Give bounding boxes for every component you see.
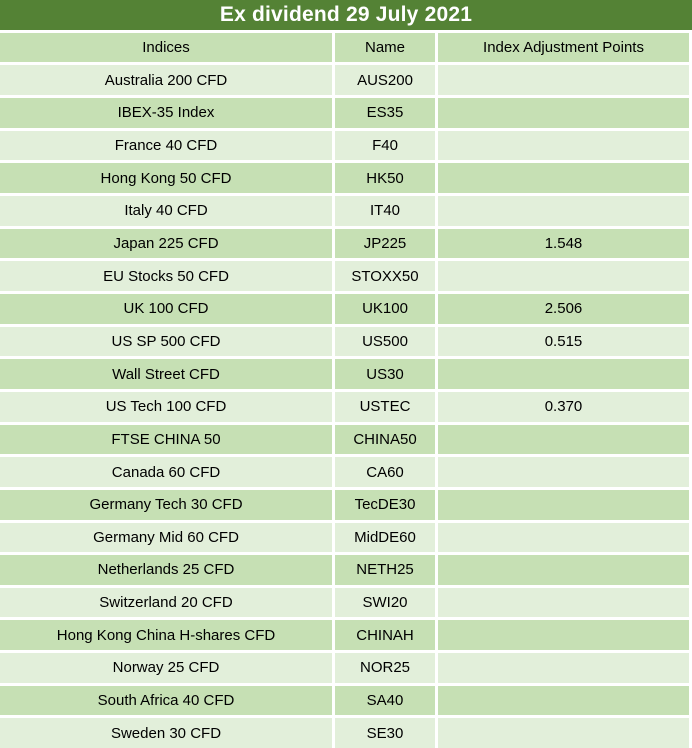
cell-adjustment-points: 1.548 xyxy=(438,228,689,259)
table-row: Wall Street CFD US30 xyxy=(0,359,689,389)
cell-indices: EU Stocks 50 CFD xyxy=(0,261,332,291)
cell-name: NETH25 xyxy=(335,555,435,585)
column-header-adjustment-points: Index Adjustment Points xyxy=(438,32,689,63)
cell-indices: Sweden 30 CFD xyxy=(0,718,332,748)
cell-name: AUS200 xyxy=(335,65,435,95)
cell-indices: Hong Kong China H-shares CFD xyxy=(0,620,332,651)
cell-adjustment-points xyxy=(438,718,689,748)
column-header-name: Name xyxy=(335,32,435,63)
cell-name: SWI20 xyxy=(335,587,435,618)
cell-indices: Wall Street CFD xyxy=(0,359,332,389)
table-row: Germany Mid 60 CFD MidDE60 xyxy=(0,522,689,553)
cell-adjustment-points xyxy=(438,489,689,520)
cell-name: F40 xyxy=(335,130,435,161)
cell-adjustment-points xyxy=(438,261,689,291)
cell-adjustment-points: 2.506 xyxy=(438,293,689,324)
cell-indices: Germany Mid 60 CFD xyxy=(0,522,332,553)
table-row: Switzerland 20 CFD SWI20 xyxy=(0,587,689,618)
cell-adjustment-points xyxy=(438,587,689,618)
cell-indices: UK 100 CFD xyxy=(0,293,332,324)
table-row: US SP 500 CFD US500 0.515 xyxy=(0,326,689,357)
cell-name: US30 xyxy=(335,359,435,389)
cell-name: CHINA50 xyxy=(335,424,435,455)
table-row: IBEX-35 Index ES35 xyxy=(0,97,689,128)
cell-adjustment-points xyxy=(438,130,689,161)
table-row: FTSE CHINA 50 CHINA50 xyxy=(0,424,689,455)
cell-indices: France 40 CFD xyxy=(0,130,332,161)
cell-name: MidDE60 xyxy=(335,522,435,553)
table-row: Hong Kong 50 CFD HK50 xyxy=(0,163,689,193)
cell-adjustment-points xyxy=(438,163,689,193)
cell-name: ES35 xyxy=(335,97,435,128)
cell-indices: South Africa 40 CFD xyxy=(0,685,332,716)
cell-indices: Canada 60 CFD xyxy=(0,457,332,487)
cell-name: SA40 xyxy=(335,685,435,716)
cell-name: NOR25 xyxy=(335,653,435,683)
cell-indices: Italy 40 CFD xyxy=(0,195,332,226)
cell-adjustment-points xyxy=(438,359,689,389)
table-header-row: Indices Name Index Adjustment Points xyxy=(0,32,689,63)
cell-name: USTEC xyxy=(335,391,435,422)
cell-indices: Netherlands 25 CFD xyxy=(0,555,332,585)
table-row: US Tech 100 CFD USTEC 0.370 xyxy=(0,391,689,422)
cell-name: STOXX50 xyxy=(335,261,435,291)
cell-indices: FTSE CHINA 50 xyxy=(0,424,332,455)
cell-indices: US SP 500 CFD xyxy=(0,326,332,357)
table-row: Germany Tech 30 CFD TecDE30 xyxy=(0,489,689,520)
cell-name: JP225 xyxy=(335,228,435,259)
cell-indices: Norway 25 CFD xyxy=(0,653,332,683)
cell-adjustment-points: 0.515 xyxy=(438,326,689,357)
cell-indices: Japan 225 CFD xyxy=(0,228,332,259)
cell-adjustment-points xyxy=(438,555,689,585)
table-row: Japan 225 CFD JP225 1.548 xyxy=(0,228,689,259)
cell-adjustment-points xyxy=(438,97,689,128)
cell-indices: Switzerland 20 CFD xyxy=(0,587,332,618)
table-row: Australia 200 CFD AUS200 xyxy=(0,65,689,95)
table-title: Ex dividend 29 July 2021 xyxy=(0,0,692,30)
cell-name: UK100 xyxy=(335,293,435,324)
cell-name: IT40 xyxy=(335,195,435,226)
cell-name: US500 xyxy=(335,326,435,357)
cell-name: SE30 xyxy=(335,718,435,748)
cell-adjustment-points xyxy=(438,195,689,226)
table-row: South Africa 40 CFD SA40 xyxy=(0,685,689,716)
cell-indices: Australia 200 CFD xyxy=(0,65,332,95)
table-row: UK 100 CFD UK100 2.506 xyxy=(0,293,689,324)
cell-indices: US Tech 100 CFD xyxy=(0,391,332,422)
table-row: Hong Kong China H-shares CFD CHINAH xyxy=(0,620,689,651)
cell-adjustment-points xyxy=(438,620,689,651)
table-row: Norway 25 CFD NOR25 xyxy=(0,653,689,683)
table-row: France 40 CFD F40 xyxy=(0,130,689,161)
table-row: Netherlands 25 CFD NETH25 xyxy=(0,555,689,585)
cell-adjustment-points xyxy=(438,522,689,553)
cell-adjustment-points xyxy=(438,653,689,683)
cell-adjustment-points: 0.370 xyxy=(438,391,689,422)
table-row: Sweden 30 CFD SE30 xyxy=(0,718,689,748)
table-row: EU Stocks 50 CFD STOXX50 xyxy=(0,261,689,291)
cell-name: TecDE30 xyxy=(335,489,435,520)
cell-name: HK50 xyxy=(335,163,435,193)
column-header-indices: Indices xyxy=(0,32,332,63)
cell-indices: Germany Tech 30 CFD xyxy=(0,489,332,520)
cell-adjustment-points xyxy=(438,424,689,455)
table-row: Italy 40 CFD IT40 xyxy=(0,195,689,226)
cell-name: CHINAH xyxy=(335,620,435,651)
cell-adjustment-points xyxy=(438,685,689,716)
cell-indices: Hong Kong 50 CFD xyxy=(0,163,332,193)
cell-adjustment-points xyxy=(438,457,689,487)
cell-name: CA60 xyxy=(335,457,435,487)
cell-indices: IBEX-35 Index xyxy=(0,97,332,128)
cell-adjustment-points xyxy=(438,65,689,95)
table-row: Canada 60 CFD CA60 xyxy=(0,457,689,487)
